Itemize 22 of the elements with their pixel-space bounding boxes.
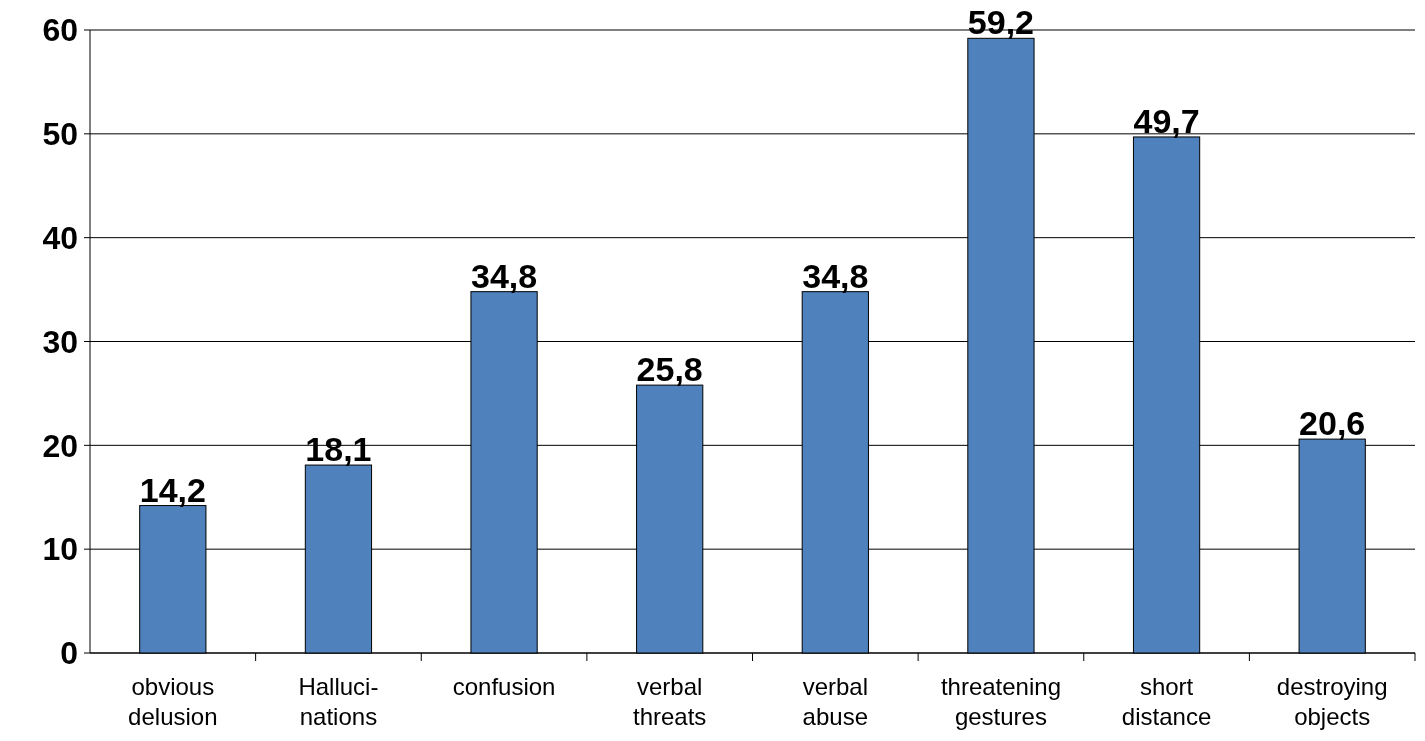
data-label: 34,8 bbox=[470, 256, 538, 295]
y-tick-label: 10 bbox=[42, 531, 78, 568]
y-tick-label: 30 bbox=[42, 323, 78, 360]
y-tick-label: 0 bbox=[60, 635, 78, 672]
x-tick-label: confusion bbox=[452, 673, 556, 700]
x-tick-label: destroying objects bbox=[1276, 673, 1388, 730]
x-tick-label: short distance bbox=[1121, 673, 1212, 730]
data-label: 14,2 bbox=[139, 470, 206, 509]
y-tick-label: 50 bbox=[42, 116, 78, 153]
data-label: 34,8 bbox=[802, 256, 869, 295]
x-tick-label: threatening gestures bbox=[940, 673, 1061, 730]
data-label: 20,6 bbox=[1299, 404, 1366, 443]
x-tick-label: obvious delusion bbox=[128, 673, 218, 730]
y-tick-label: 60 bbox=[42, 12, 78, 49]
data-label: 25,8 bbox=[636, 350, 703, 389]
x-tick-label: verbal abuse bbox=[802, 673, 869, 730]
y-tick-label: 20 bbox=[42, 427, 78, 464]
x-tick-label: Halluci- nations bbox=[298, 673, 379, 730]
y-tick-label: 40 bbox=[42, 219, 78, 256]
data-label: 59,2 bbox=[967, 3, 1035, 42]
data-label: 49,7 bbox=[1133, 101, 1200, 140]
x-tick-label: verbal threats bbox=[633, 673, 707, 730]
